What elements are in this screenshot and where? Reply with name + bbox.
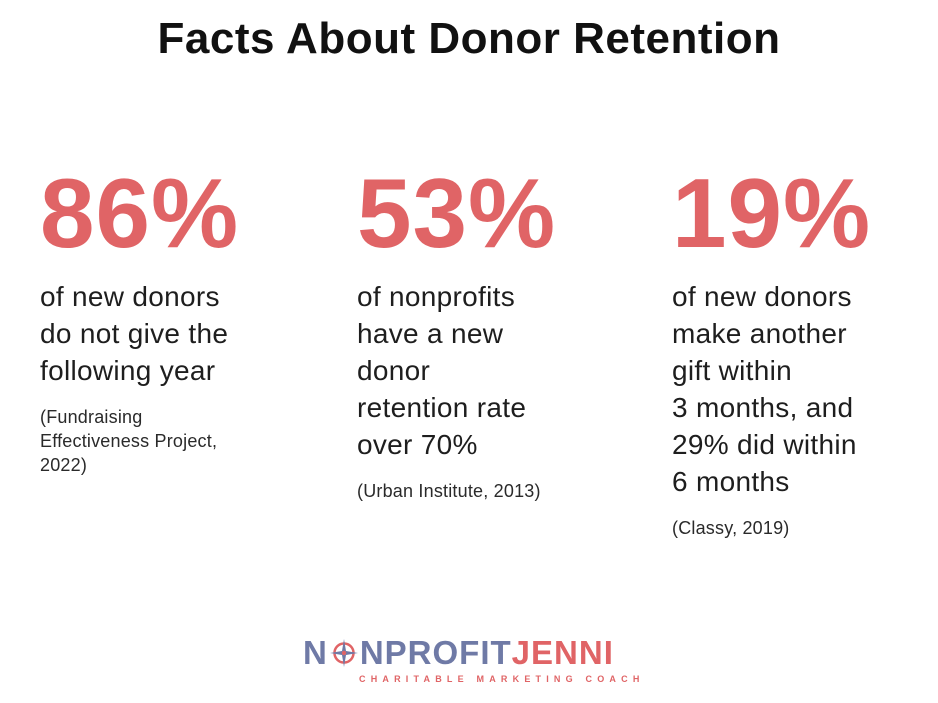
stat-percent: 19% [672,158,872,268]
brand-logo: N NPROFITJENNI CHARITABLE MARKETING COAC… [303,633,663,689]
stat-description: of new donors make another gift within 3… [672,281,857,497]
stat-source: (Classy, 2019) [672,518,790,538]
logo-jenni: JENNI [511,634,614,671]
logo-tagline: CHARITABLE MARKETING COACH [359,674,645,684]
logo-nonprofit: NPROFIT [359,634,512,671]
compass-icon [329,637,359,667]
page-title: Facts About Donor Retention [157,14,781,63]
stat-description: of new donors do not give the following … [40,281,229,386]
stat-source: (Urban Institute, 2013) [357,481,541,501]
stat-percent: 53% [357,158,557,268]
stat-source: (Fundraising Effectiveness Project, 2022… [40,407,218,475]
stat-card-2: 53% of nonprofits have a new donor reten… [357,160,627,503]
stat-description: of nonprofits have a new donor retention… [357,281,527,460]
logo-letter-n: N [303,634,328,671]
stat-card-3: 19% of new donors make another gift with… [672,160,938,540]
logo-wordmark: N NPROFITJENNI [303,633,614,673]
stat-percent: 86% [40,158,240,268]
stat-card-1: 86% of new donors do not give the follow… [40,160,310,477]
